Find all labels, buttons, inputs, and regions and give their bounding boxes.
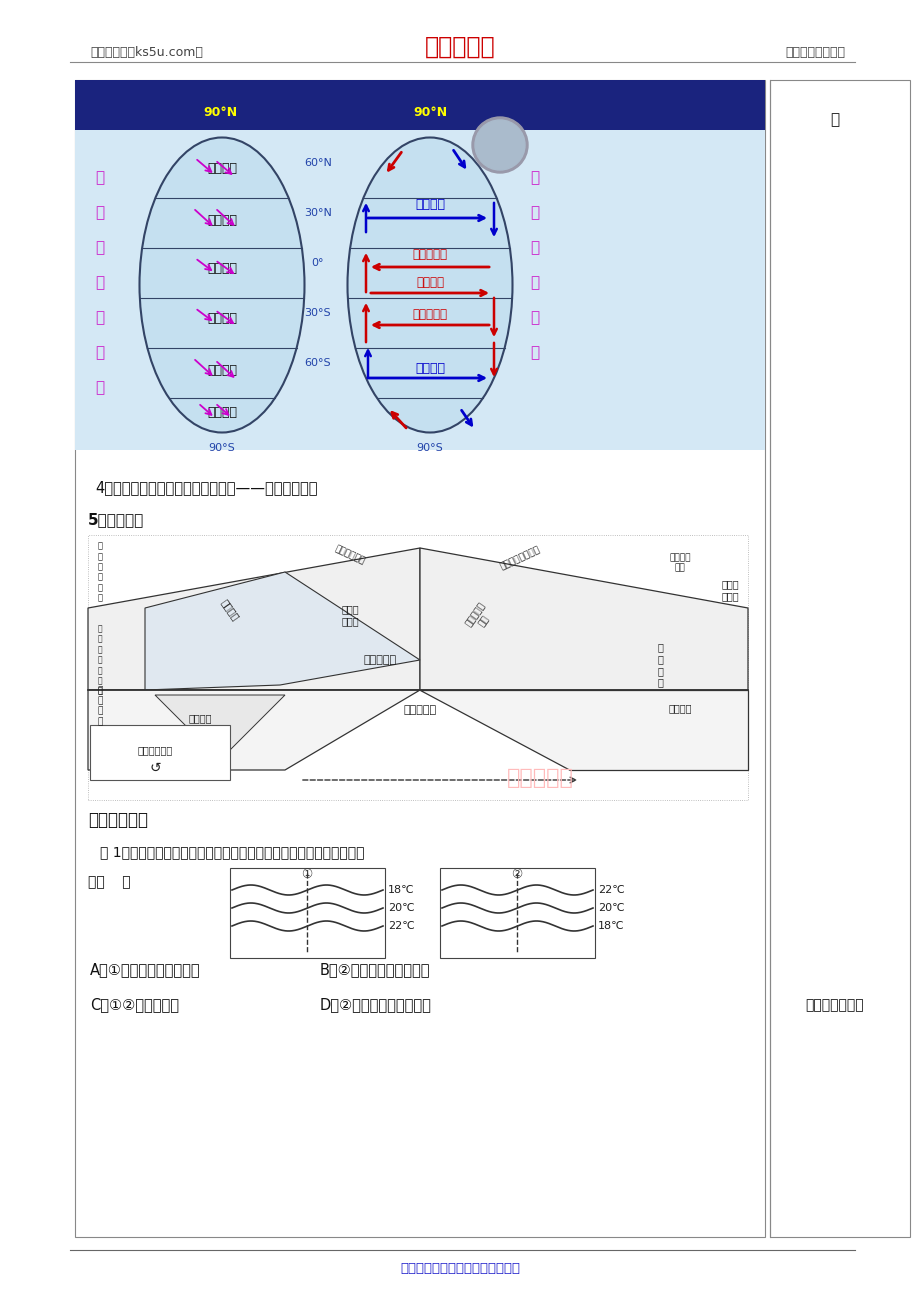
Text: 4、影响因素：陆地轮廓和地球自转——影响洋流方向: 4、影响因素：陆地轮廓和地球自转——影响洋流方向 — [95, 480, 317, 496]
Ellipse shape — [140, 138, 304, 432]
Text: 拉布拉多暖流寒流: 拉布拉多暖流寒流 — [498, 544, 540, 572]
Text: 30°N: 30°N — [304, 208, 332, 217]
Polygon shape — [420, 548, 747, 690]
Text: 模: 模 — [530, 310, 539, 326]
Text: 北赤道暖流: 北赤道暖流 — [412, 249, 447, 262]
Text: 极地东风: 极地东风 — [207, 406, 237, 419]
Text: 北印度洋七月: 北印度洋七月 — [137, 745, 173, 755]
Text: 示: 示 — [96, 310, 105, 326]
Text: 高考资源网版权所有，侵权必究！: 高考资源网版权所有，侵权必究！ — [400, 1262, 519, 1275]
Text: 全: 全 — [96, 171, 105, 185]
Text: D、②是寒流，位于南半球: D、②是寒流，位于南半球 — [320, 997, 431, 1013]
Text: 阿拉斯加暖流: 阿拉斯加暖流 — [333, 544, 366, 566]
Bar — [88, 535, 747, 799]
Circle shape — [474, 120, 525, 171]
Text: ↺: ↺ — [149, 760, 161, 775]
Polygon shape — [88, 690, 420, 769]
Text: 洋: 洋 — [530, 241, 539, 255]
Text: 5、分布规律: 5、分布规律 — [88, 513, 144, 527]
Text: 南赤道暖流: 南赤道暖流 — [403, 704, 437, 715]
Polygon shape — [154, 695, 285, 760]
Bar — [75, 79, 765, 1237]
Text: 90°N: 90°N — [203, 105, 237, 118]
Text: 识: 识 — [830, 112, 839, 128]
Text: 东北信风: 东北信风 — [207, 262, 237, 275]
Text: 日本暖流: 日本暖流 — [219, 598, 241, 622]
Text: 60°S: 60°S — [304, 358, 331, 368]
Bar — [230, 868, 384, 958]
Text: 意: 意 — [96, 345, 105, 361]
Bar — [90, 725, 230, 780]
Text: 加利福尼亚
寒流: 加利福尼亚 寒流 — [464, 602, 495, 634]
Text: 盛行西风: 盛行西风 — [207, 363, 237, 376]
Text: 30°S: 30°S — [304, 309, 331, 318]
Text: 北太平
洋暖流: 北太平 洋暖流 — [341, 604, 358, 626]
Polygon shape — [88, 548, 420, 690]
Text: 北赤道暖流: 北赤道暖流 — [363, 655, 396, 665]
Text: 高考资源网: 高考资源网 — [506, 768, 573, 788]
Text: ①: ① — [301, 868, 312, 881]
Text: 西风漂流: 西风漂流 — [414, 362, 445, 375]
Circle shape — [471, 117, 528, 173]
Polygon shape — [420, 690, 747, 769]
Text: 西风漂流: 西风漂流 — [414, 198, 445, 211]
Text: 90°S: 90°S — [209, 443, 235, 453]
Text: 赤道逆流: 赤道逆流 — [415, 276, 444, 289]
Text: 西
风
漂
流: 西 风 漂 流 — [97, 686, 103, 727]
Text: 18℃: 18℃ — [388, 885, 414, 894]
Text: 18℃: 18℃ — [597, 921, 624, 931]
Text: 南赤道暖流: 南赤道暖流 — [412, 309, 447, 322]
Text: 界: 界 — [530, 206, 539, 220]
Text: 风: 风 — [96, 241, 105, 255]
Text: 东南信风: 东南信风 — [207, 311, 237, 324]
Text: 西风漂流: 西风漂流 — [188, 713, 211, 723]
Text: C．①②均向北流动: C．①②均向北流动 — [90, 997, 179, 1013]
Polygon shape — [145, 572, 420, 690]
Text: 盛行西风: 盛行西风 — [207, 214, 237, 227]
Bar — [75, 130, 765, 450]
Text: 90°S: 90°S — [416, 443, 443, 453]
Text: 墨西哥
湾暖流: 墨西哥 湾暖流 — [720, 579, 738, 600]
Text: 式: 式 — [530, 345, 539, 361]
Bar — [769, 79, 909, 1237]
Text: 秘
鲁
寒
流: 秘 鲁 寒 流 — [656, 643, 663, 687]
Text: 二、经典例题: 二、经典例题 — [88, 811, 148, 829]
Text: 20℃: 20℃ — [597, 904, 624, 913]
Text: A．①是暖流，位于北半球: A．①是暖流，位于北半球 — [90, 962, 200, 978]
Text: 0°: 0° — [312, 258, 323, 268]
Text: 带: 带 — [96, 276, 105, 290]
Text: 是（    ）: 是（ ） — [88, 875, 130, 889]
Bar — [439, 868, 595, 958]
Text: 高考资源网（ks5u.com）: 高考资源网（ks5u.com） — [90, 46, 203, 59]
Text: B．②是暖流，位于南半球: B．②是暖流，位于南半球 — [320, 962, 430, 978]
Text: 学生做练习，巩: 学生做练习，巩 — [805, 999, 863, 1012]
Text: 世: 世 — [530, 171, 539, 185]
Text: 22℃: 22℃ — [388, 921, 414, 931]
Text: 北
大
西
洋
暖
流: 北 大 西 洋 暖 流 — [97, 542, 102, 603]
Text: 巴西暖流: 巴西暖流 — [667, 703, 691, 713]
Ellipse shape — [347, 138, 512, 432]
Text: 您身边的高考专家: 您身边的高考专家 — [784, 46, 844, 59]
Text: 南
美
大
西
洋
暖
流: 南 美 大 西 洋 暖 流 — [97, 624, 102, 695]
Text: 60°N: 60°N — [304, 158, 332, 168]
Text: 例 1：下面两幅海水等温线图中，虚线表示洋流，下列叙述中不正确的: 例 1：下面两幅海水等温线图中，虚线表示洋流，下列叙述中不正确的 — [100, 845, 364, 859]
Text: 极地东风: 极地东风 — [207, 161, 237, 174]
Text: 20℃: 20℃ — [388, 904, 414, 913]
Text: 流: 流 — [530, 276, 539, 290]
Text: 90°N: 90°N — [413, 105, 447, 118]
Text: ②: ② — [511, 868, 522, 881]
Text: 图: 图 — [96, 380, 105, 396]
Text: 球: 球 — [96, 206, 105, 220]
Bar — [75, 79, 765, 130]
Text: 拉布拉多
寒流: 拉布拉多 寒流 — [668, 553, 690, 573]
Text: 22℃: 22℃ — [597, 885, 624, 894]
Text: 高考资源网: 高考资源网 — [425, 35, 494, 59]
